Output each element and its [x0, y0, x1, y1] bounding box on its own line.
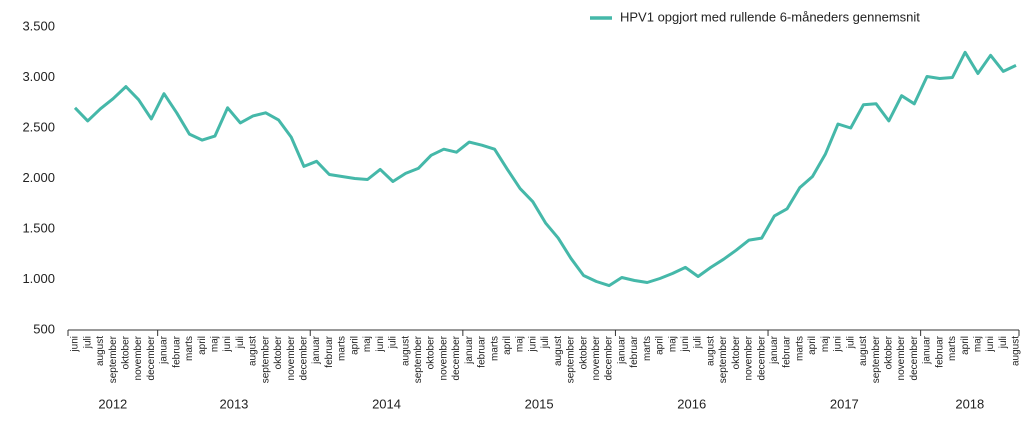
x-tick-label: oktober — [883, 335, 894, 369]
y-tick-label: 3.500 — [22, 18, 55, 33]
x-tick-label: februar — [934, 335, 945, 367]
x-tick-label: maj — [210, 336, 221, 352]
x-tick-label: marts — [489, 336, 500, 361]
x-tick-label: juni — [375, 336, 386, 353]
y-tick-label: 2.500 — [22, 119, 55, 134]
x-tick-label: august — [400, 336, 411, 366]
y-tick-label: 2.000 — [22, 170, 55, 185]
x-tick-label: juni — [985, 336, 996, 353]
year-label: 2013 — [219, 396, 248, 411]
x-tick-label: november — [591, 335, 602, 380]
x-tick-label: december — [604, 335, 615, 380]
x-tick-label: marts — [947, 336, 958, 361]
x-tick-label: marts — [337, 336, 348, 361]
x-tick-label: marts — [642, 336, 653, 361]
x-tick-label: marts — [184, 336, 195, 361]
x-tick-label: december — [756, 335, 767, 380]
x-tick-label: september — [108, 335, 119, 383]
x-tick-label: januar — [769, 335, 780, 364]
x-tick-label: august — [95, 336, 106, 366]
y-tick-label: 500 — [33, 321, 55, 336]
x-tick-label: juli — [235, 336, 246, 349]
x-tick-label: juni — [527, 336, 538, 353]
year-label: 2017 — [830, 396, 859, 411]
x-tick-label: januar — [616, 335, 627, 364]
x-tick-label: februar — [629, 335, 640, 367]
year-label: 2016 — [677, 396, 706, 411]
x-tick-label: oktober — [578, 335, 589, 369]
y-tick-label: 3.000 — [22, 69, 55, 84]
x-tick-label: juni — [222, 336, 233, 353]
x-tick-label: juni — [833, 336, 844, 353]
legend-label: HPV1 opgjort med rullende 6-måneders gen… — [620, 9, 920, 24]
x-tick-label: juli — [82, 336, 93, 349]
x-tick-label: januar — [311, 335, 322, 364]
x-tick-label: februar — [171, 335, 182, 367]
x-tick-label: december — [299, 335, 310, 380]
year-label: 2015 — [525, 396, 554, 411]
x-tick-label: februar — [324, 335, 335, 367]
x-tick-label: april — [197, 336, 208, 355]
x-tick-label: november — [286, 335, 297, 380]
x-tick-label: april — [655, 336, 666, 355]
year-label: 2012 — [98, 396, 127, 411]
x-tick-label: august — [1011, 336, 1022, 366]
x-tick-label: november — [744, 335, 755, 380]
x-tick-label: juli — [998, 336, 1009, 349]
x-tick-label: december — [146, 335, 157, 380]
x-tick-label: juli — [693, 336, 704, 349]
x-tick-label: maj — [515, 336, 526, 352]
x-tick-label: maj — [362, 336, 373, 352]
x-tick-label: januar — [464, 335, 475, 364]
x-tick-label: august — [553, 336, 564, 366]
x-tick-label: oktober — [273, 335, 284, 369]
x-tick-label: maj — [972, 336, 983, 352]
x-tick-label: november — [133, 335, 144, 380]
x-tick-label: september — [871, 335, 882, 383]
x-tick-label: april — [349, 336, 360, 355]
x-tick-label: november — [896, 335, 907, 380]
x-tick-label: april — [960, 336, 971, 355]
x-tick-label: juni — [680, 336, 691, 353]
x-tick-label: august — [705, 336, 716, 366]
x-tick-label: juli — [388, 336, 399, 349]
x-tick-label: marts — [794, 336, 805, 361]
x-tick-label: oktober — [731, 335, 742, 369]
year-label: 2018 — [955, 396, 984, 411]
x-tick-label: december — [909, 335, 920, 380]
x-tick-label: september — [413, 335, 424, 383]
x-tick-label: februar — [782, 335, 793, 367]
x-tick-label: januar — [159, 335, 170, 364]
x-tick-label: juli — [540, 336, 551, 349]
x-tick-label: juni — [70, 336, 81, 353]
x-tick-label: februar — [477, 335, 488, 367]
x-tick-label: maj — [667, 336, 678, 352]
x-tick-label: september — [566, 335, 577, 383]
x-tick-label: april — [807, 336, 818, 355]
x-tick-label: juli — [845, 336, 856, 349]
y-tick-label: 1.000 — [22, 271, 55, 286]
y-tick-label: 1.500 — [22, 220, 55, 235]
x-tick-label: november — [438, 335, 449, 380]
x-tick-label: maj — [820, 336, 831, 352]
x-tick-label: oktober — [121, 335, 132, 369]
x-tick-label: september — [260, 335, 271, 383]
x-tick-label: oktober — [426, 335, 437, 369]
x-tick-label: august — [858, 336, 869, 366]
x-tick-label: september — [718, 335, 729, 383]
x-tick-label: august — [248, 336, 259, 366]
x-tick-label: december — [451, 335, 462, 380]
x-tick-label: april — [502, 336, 513, 355]
year-label: 2014 — [372, 396, 401, 411]
x-tick-label: januar — [922, 335, 933, 364]
data-line — [73, 50, 1017, 288]
